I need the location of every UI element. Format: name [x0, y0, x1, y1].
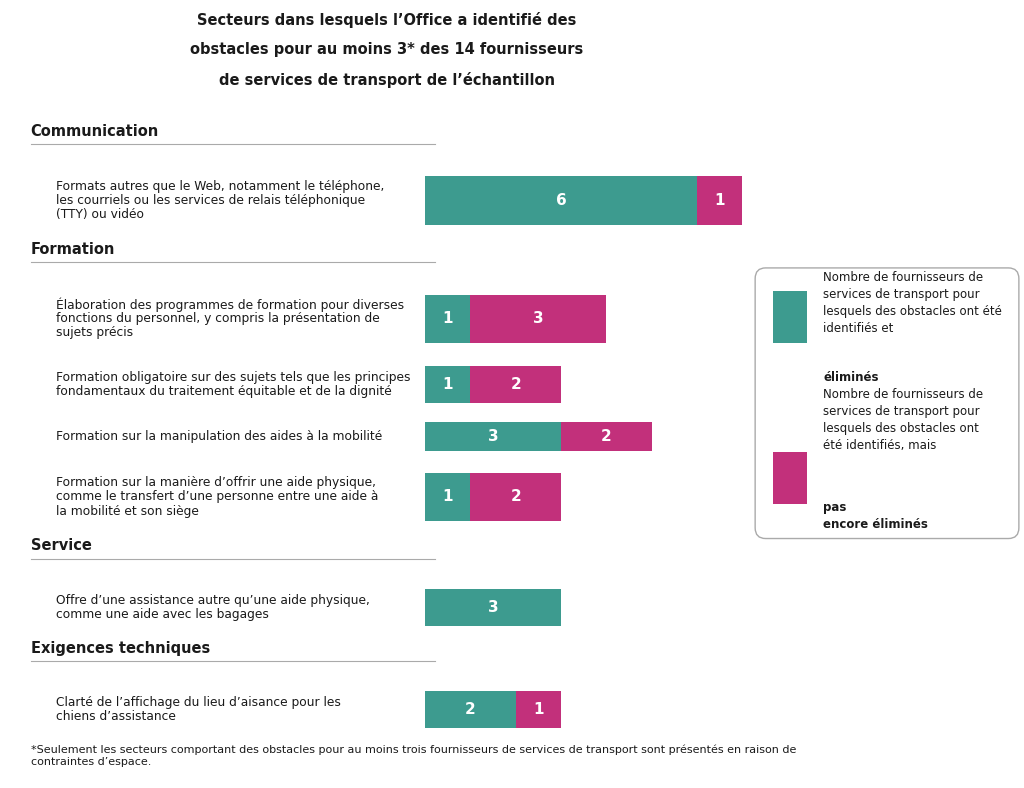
Text: *Seulement les secteurs comportant des obstacles pour au moins trois fournisseur: *Seulement les secteurs comportant des o… — [31, 745, 796, 767]
Text: 6: 6 — [556, 193, 566, 208]
Text: Offre d’une assistance autre qu’une aide physique,: Offre d’une assistance autre qu’une aide… — [56, 593, 371, 607]
Text: comme une aide avec les bagages: comme une aide avec les bagages — [56, 608, 269, 621]
Text: éliminés: éliminés — [823, 371, 879, 384]
Text: 2: 2 — [510, 377, 521, 392]
Text: Communication: Communication — [31, 124, 159, 139]
Text: Service: Service — [31, 538, 91, 553]
Text: 1: 1 — [442, 377, 453, 392]
Text: 3: 3 — [487, 429, 499, 444]
Text: (TTY) ou vidéo: (TTY) ou vidéo — [56, 208, 144, 221]
Text: fondamentaux du traitement équitable et de la dignité: fondamentaux du traitement équitable et … — [56, 385, 392, 398]
Text: Nombre de fournisseurs de
services de transport pour
lesquels des obstacles ont
: Nombre de fournisseurs de services de tr… — [823, 388, 983, 452]
Text: 1: 1 — [715, 193, 725, 208]
Text: comme le transfert d’une personne entre une aide à: comme le transfert d’une personne entre … — [56, 490, 379, 504]
Text: 3: 3 — [487, 600, 499, 615]
Text: Formation sur la manière d’offrir une aide physique,: Formation sur la manière d’offrir une ai… — [56, 476, 377, 489]
Text: 2: 2 — [510, 489, 521, 504]
Text: les courriels ou les services de relais téléphonique: les courriels ou les services de relais … — [56, 194, 366, 207]
Text: fonctions du personnel, y compris la présentation de: fonctions du personnel, y compris la pré… — [56, 312, 380, 325]
Text: 2: 2 — [601, 429, 611, 444]
Text: Élaboration des programmes de formation pour diverses: Élaboration des programmes de formation … — [56, 297, 404, 312]
Bar — [773, 452, 807, 504]
Text: Formation sur la manipulation des aides à la mobilité: Formation sur la manipulation des aides … — [56, 430, 383, 443]
Text: 1: 1 — [534, 702, 544, 717]
Text: sujets précis: sujets précis — [56, 326, 133, 340]
Text: Formats autres que le Web, notamment le téléphone,: Formats autres que le Web, notamment le … — [56, 180, 385, 193]
Text: Formation obligatoire sur des sujets tels que les principes: Formation obligatoire sur des sujets tel… — [56, 370, 411, 384]
Text: Clarté de l’affichage du lieu d’aisance pour les: Clarté de l’affichage du lieu d’aisance … — [56, 696, 341, 709]
Text: la mobilité et son siège: la mobilité et son siège — [56, 504, 200, 518]
FancyBboxPatch shape — [755, 268, 1019, 538]
Text: 2: 2 — [465, 702, 476, 717]
Bar — [773, 292, 807, 343]
Text: chiens d’assistance: chiens d’assistance — [56, 710, 176, 723]
Text: 3: 3 — [534, 311, 544, 326]
Text: 1: 1 — [442, 311, 453, 326]
Text: pas
encore éliminés: pas encore éliminés — [823, 501, 928, 531]
Text: Formation: Formation — [31, 242, 115, 257]
Text: de services de transport de l’échantillon: de services de transport de l’échantillo… — [218, 72, 555, 87]
Text: obstacles pour au moins 3* des 14 fournisseurs: obstacles pour au moins 3* des 14 fourni… — [189, 42, 584, 57]
Text: 1: 1 — [442, 489, 453, 504]
Text: Exigences techniques: Exigences techniques — [31, 641, 210, 656]
Text: Secteurs dans lesquels l’Office a identifié des: Secteurs dans lesquels l’Office a identi… — [197, 12, 577, 28]
Text: Nombre de fournisseurs de
services de transport pour
lesquels des obstacles ont : Nombre de fournisseurs de services de tr… — [823, 270, 1001, 335]
